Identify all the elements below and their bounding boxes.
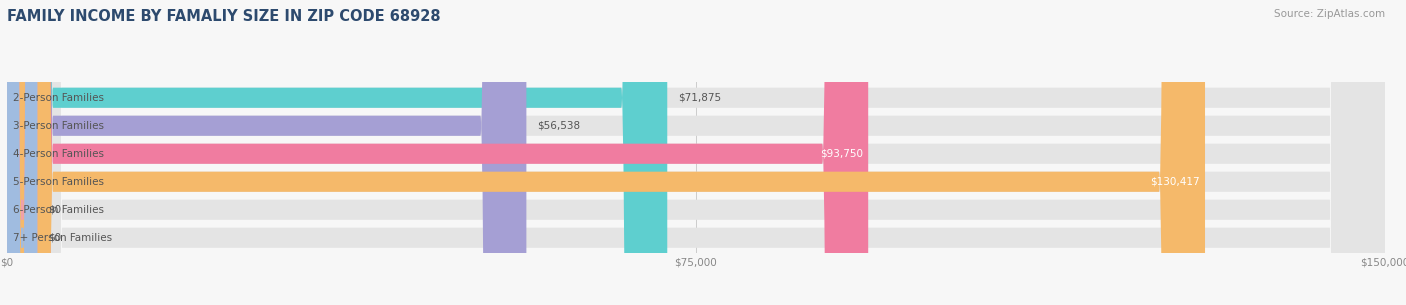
- FancyBboxPatch shape: [7, 0, 1385, 305]
- Text: $130,417: $130,417: [1150, 177, 1199, 187]
- Text: 4-Person Families: 4-Person Families: [13, 149, 104, 159]
- FancyBboxPatch shape: [7, 0, 38, 305]
- Text: 2-Person Families: 2-Person Families: [13, 93, 104, 103]
- Text: $0: $0: [48, 233, 62, 243]
- Text: 5-Person Families: 5-Person Families: [13, 177, 104, 187]
- Text: 7+ Person Families: 7+ Person Families: [13, 233, 111, 243]
- FancyBboxPatch shape: [7, 0, 1385, 305]
- Text: $0: $0: [48, 205, 62, 215]
- Text: FAMILY INCOME BY FAMALIY SIZE IN ZIP CODE 68928: FAMILY INCOME BY FAMALIY SIZE IN ZIP COD…: [7, 9, 440, 24]
- Text: 3-Person Families: 3-Person Families: [13, 121, 104, 131]
- Text: $56,538: $56,538: [537, 121, 581, 131]
- FancyBboxPatch shape: [7, 0, 1385, 305]
- FancyBboxPatch shape: [7, 0, 1385, 305]
- Text: $71,875: $71,875: [678, 93, 721, 103]
- FancyBboxPatch shape: [7, 0, 869, 305]
- Text: Source: ZipAtlas.com: Source: ZipAtlas.com: [1274, 9, 1385, 19]
- FancyBboxPatch shape: [7, 0, 526, 305]
- FancyBboxPatch shape: [7, 0, 1205, 305]
- Text: 6-Person Families: 6-Person Families: [13, 205, 104, 215]
- Text: $93,750: $93,750: [820, 149, 863, 159]
- FancyBboxPatch shape: [7, 0, 1385, 305]
- FancyBboxPatch shape: [7, 0, 38, 305]
- FancyBboxPatch shape: [7, 0, 1385, 305]
- FancyBboxPatch shape: [7, 0, 668, 305]
